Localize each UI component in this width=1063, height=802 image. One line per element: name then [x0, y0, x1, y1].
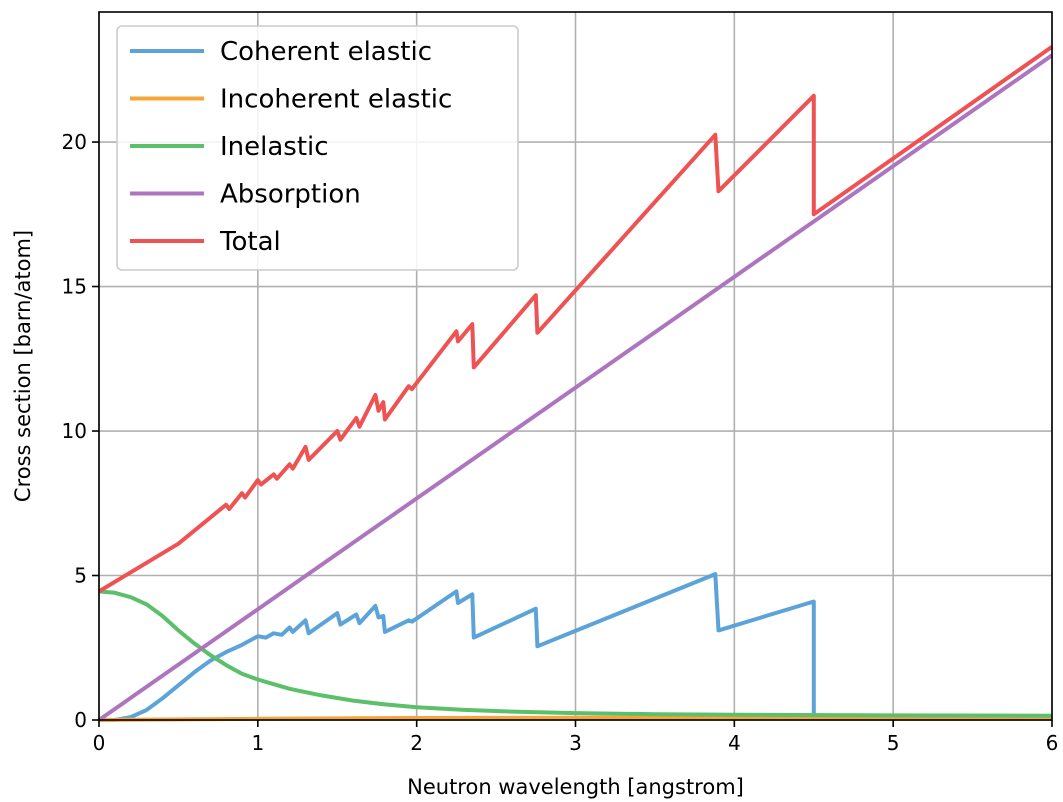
legend-label-coherent-elastic: Coherent elastic: [220, 37, 432, 67]
legend-label-inelastic: Inelastic: [220, 132, 329, 162]
x-tick-label: 0: [93, 731, 106, 755]
y-tick-label: 0: [74, 708, 87, 732]
y-tick-label: 20: [62, 130, 87, 154]
x-axis-label: Neutron wavelength [angstrom]: [407, 775, 744, 799]
legend-label-total: Total: [219, 227, 281, 257]
x-tick-label: 4: [728, 731, 741, 755]
y-tick-label: 10: [62, 419, 87, 443]
legend-label-incoherent-elastic: Incoherent elastic: [220, 85, 452, 115]
legend-label-absorption: Absorption: [220, 180, 361, 210]
y-tick-label: 5: [74, 564, 87, 588]
axis-ticks: 0 1 2 3 4 5 6 0 5 10 15 20: [62, 130, 1059, 755]
series-line-absorption: [97, 53, 1054, 722]
legend-box: [116, 25, 519, 271]
x-tick-label: 5: [887, 731, 900, 755]
x-tick-label: 1: [251, 731, 264, 755]
x-tick-label: 2: [410, 731, 423, 755]
y-axis-label: Cross section [barn/atom]: [11, 230, 35, 502]
y-tick-label: 15: [62, 275, 87, 299]
x-tick-label: 3: [569, 731, 582, 755]
series-line-inelastic: [98, 589, 1053, 718]
series-line-coherent-elastic: [99, 572, 1052, 722]
legend: Coherent elastic Incoherent elastic Inelas…: [116, 25, 519, 271]
x-tick-label: 6: [1046, 731, 1059, 755]
series-line-total: [97, 45, 1054, 594]
